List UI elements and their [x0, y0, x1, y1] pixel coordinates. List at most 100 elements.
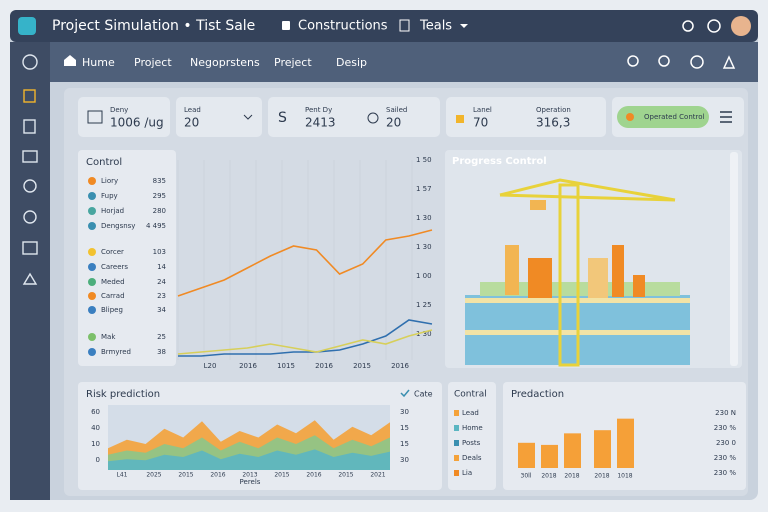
button-label[interactable]: Operated Control	[644, 113, 705, 121]
line-series	[178, 319, 433, 357]
sidebar	[10, 42, 50, 500]
legend-name: Corcer	[101, 248, 124, 256]
legend-name: Carrad	[101, 292, 125, 300]
legend-value: 34	[157, 306, 166, 314]
nav-icon[interactable]	[23, 89, 36, 103]
nav-item[interactable]: Hume	[82, 56, 115, 69]
x-tick-label: 2018	[564, 473, 579, 480]
dropdown-arrow[interactable]	[460, 24, 468, 28]
check-icon	[400, 389, 410, 398]
x-label: L20	[204, 362, 217, 370]
nav-icon[interactable]	[23, 119, 36, 134]
y-tick-label: 60	[91, 408, 100, 416]
legend-name: Careers	[101, 263, 128, 271]
kpi-label: Sailed	[386, 106, 407, 114]
workspace[interactable]: Constructions	[298, 19, 388, 34]
axis-label: 1 30	[416, 330, 432, 338]
legend-value: 14	[157, 263, 166, 271]
nav-item[interactable]: Desip	[336, 56, 367, 69]
legend-name: Brmyred	[101, 348, 131, 356]
legend-value: 103	[153, 248, 166, 256]
x-label: 2016	[315, 362, 333, 370]
x-axis-title: Perels	[240, 478, 261, 486]
y-tick-label: 0	[96, 456, 100, 464]
legend-swatch	[454, 410, 459, 416]
axis-label: 1 30	[416, 243, 432, 251]
legend-swatch	[88, 278, 96, 286]
x-label: 1015	[277, 362, 295, 370]
x-tick-label: 30ll	[521, 473, 532, 480]
legend-swatch	[88, 292, 96, 300]
panel-title: Risk prediction	[86, 389, 160, 400]
avatar[interactable]	[731, 16, 751, 36]
y-tick-label: 10	[91, 440, 100, 448]
x-tick-label: 2015	[178, 472, 193, 479]
legend-name: Lead	[462, 409, 479, 417]
search-icon[interactable]	[682, 20, 694, 32]
kpi-label: Deny	[110, 106, 128, 114]
home-icon[interactable]	[64, 55, 76, 66]
kpi-icon	[367, 112, 379, 124]
x-tick-label: 2013	[242, 472, 257, 479]
kpi-value: 1006 /ug	[110, 116, 164, 130]
legend-swatch	[88, 248, 96, 256]
legend-name: Posts	[462, 439, 481, 447]
nav-icon[interactable]	[23, 210, 37, 224]
legend-value: 38	[157, 348, 166, 356]
legend-value: 23	[157, 292, 166, 300]
construction-illustration	[465, 152, 738, 367]
y2-tick-label: 15	[400, 424, 409, 432]
nav-icon[interactable]	[22, 241, 38, 255]
kpi-label: Operation	[536, 106, 571, 114]
x-label: 2016	[391, 362, 409, 370]
bar	[518, 442, 535, 468]
nav-icon[interactable]	[22, 150, 38, 163]
button-icon	[626, 113, 634, 121]
kpi-card	[268, 97, 440, 137]
legend-swatch	[88, 222, 96, 230]
kpi-value: 20	[386, 116, 401, 130]
top-bar	[10, 10, 758, 42]
alert-icon[interactable]	[722, 55, 736, 69]
kpi-value: 70	[473, 116, 488, 130]
dropdown-arrow[interactable]	[243, 114, 253, 120]
legend-swatch	[88, 306, 96, 314]
nav-item[interactable]: Preject	[274, 56, 312, 69]
nav-item[interactable]: Project	[134, 56, 172, 69]
control-button[interactable]	[617, 106, 709, 128]
panel-title: Predaction	[511, 389, 564, 400]
legend-swatch	[88, 192, 96, 200]
kpi-card	[78, 97, 170, 137]
menu-icon[interactable]	[720, 111, 732, 123]
x-tick-label: L41	[117, 472, 128, 479]
search-icon[interactable]	[658, 55, 670, 67]
panel-title: Contral	[454, 390, 487, 400]
clock-icon[interactable]	[690, 55, 704, 69]
nav-icon[interactable]	[23, 179, 37, 193]
bar	[541, 444, 558, 468]
legend-label: Cate	[414, 390, 433, 399]
legend-name: Mak	[101, 333, 116, 341]
axis-label: 1 57	[416, 185, 432, 193]
y2-tick-label: 30	[400, 408, 409, 416]
nav-bar	[50, 42, 758, 82]
y-tick-label: 40	[91, 424, 100, 432]
search-icon[interactable]	[627, 55, 639, 67]
kpi-label: Lead	[184, 106, 201, 114]
legend-value: 295	[153, 192, 166, 200]
nav-icon[interactable]	[22, 54, 38, 70]
nav-icon[interactable]	[22, 272, 38, 285]
app-icon[interactable]	[18, 17, 36, 35]
legend-name: Horjad	[101, 207, 124, 215]
area-series	[108, 449, 390, 470]
axis-label: 1 50	[416, 156, 432, 164]
x-tick-label: 2016	[210, 472, 225, 479]
nav-item[interactable]: Negoprstens	[190, 56, 260, 69]
y2-tick-label: 30	[400, 456, 409, 464]
legend-swatch	[454, 440, 459, 446]
kpi-icon	[87, 110, 103, 124]
help-icon[interactable]	[707, 19, 721, 33]
kpi-symbol: S	[278, 110, 287, 126]
team-selector[interactable]: Teals	[419, 19, 452, 34]
